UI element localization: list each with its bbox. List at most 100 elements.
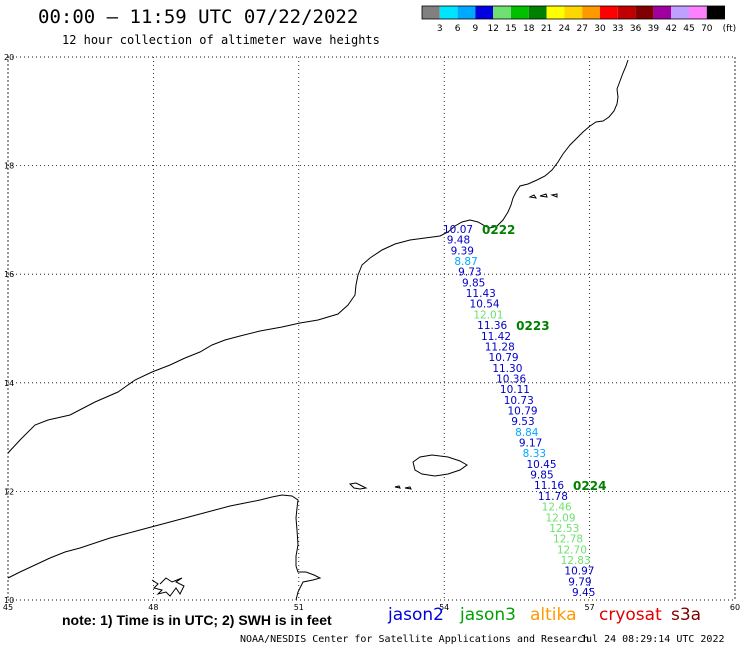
- swh-value: 12.83: [561, 555, 591, 567]
- swh-value: 9.85: [462, 277, 485, 289]
- lon-tick-label: 45: [3, 603, 13, 612]
- legend-tick-label: 30: [594, 24, 606, 34]
- timestamp-text: Jul 24 08:29:14 UTC 2022: [580, 634, 725, 645]
- swh-value: 9.39: [451, 245, 474, 257]
- legend-swatch: [528, 6, 547, 19]
- swh-value: 9.73: [458, 267, 481, 279]
- map-frame: [7, 56, 736, 601]
- swh-value: 9.48: [447, 235, 470, 247]
- coastline-arabia: [7, 59, 629, 454]
- legend-tick-label: 3: [437, 24, 443, 34]
- swh-value: 11.28: [485, 341, 515, 353]
- color-legend: 3 6 9 12 15 18 21 24 27 30 33 36 39 42 45 70 (ft): [421, 5, 737, 34]
- track-time-label: 0222: [482, 223, 515, 237]
- socotra-island: [412, 454, 468, 477]
- swh-value: 10.45: [526, 459, 556, 471]
- legend-tick-label: 33: [612, 24, 623, 34]
- legend-tick-label: 45: [683, 24, 694, 34]
- lon-tick-label: 48: [148, 603, 158, 612]
- track-time-label: 0223: [516, 319, 549, 333]
- axis-labels: 45 48 51 54 57 60 20 18 16 14 12 10: [3, 53, 740, 612]
- legend-swatch: [493, 6, 511, 19]
- islet-1: [394, 485, 401, 489]
- legend-swatch: [635, 6, 654, 19]
- lat-tick-label: 14: [4, 379, 14, 388]
- lon-tick-label: 51: [294, 603, 304, 612]
- track-time-label: 0224: [573, 479, 606, 493]
- legend-swatch: [546, 6, 565, 19]
- swh-value: 11.43: [466, 288, 496, 300]
- kuria-muria-islands: [528, 193, 558, 199]
- lat-tick-label: 10: [4, 596, 14, 605]
- legend-tick-label: 39: [648, 24, 660, 34]
- swh-value: 10.11: [500, 384, 530, 396]
- legend-tick-label: 21: [541, 24, 552, 34]
- swh-value: 10.97: [564, 566, 594, 578]
- swh-value: 12.70: [557, 544, 587, 556]
- sat-label-s3a: s3a: [671, 605, 702, 625]
- legend-tick-label: 18: [523, 24, 535, 34]
- coastline: [7, 59, 629, 601]
- page-subtitle: 12 hour collection of altimeter wave hei…: [62, 33, 380, 47]
- grid-lines: [7, 56, 736, 601]
- legend-tick-label: 6: [455, 24, 461, 34]
- somali-coast-scribble: [151, 577, 185, 597]
- swh-value: 9.53: [511, 416, 534, 428]
- note-text: note: 1) Time is in UTC; 2) SWH is in fe…: [62, 612, 332, 628]
- legend-swatch: [582, 6, 600, 19]
- swh-value: 8.84: [515, 427, 539, 439]
- legend-swatch: [706, 6, 725, 19]
- abd-al-kuri-island: [348, 482, 368, 490]
- legend-swatch: [457, 6, 476, 19]
- sat-label-jason2: jason2: [388, 605, 444, 625]
- swh-value: 12.53: [549, 523, 579, 535]
- lon-tick-label: 60: [730, 603, 740, 612]
- swh-value: 11.16: [534, 480, 564, 492]
- legend-swatch: [564, 6, 583, 19]
- lat-tick-label: 20: [4, 53, 14, 62]
- swh-value: 12.46: [542, 502, 572, 514]
- lat-tick-label: 12: [4, 487, 14, 496]
- swh-value: 11.30: [492, 363, 522, 375]
- swh-value: 8.87: [454, 256, 477, 268]
- legend-swatch: [600, 6, 618, 19]
- legend-swatch: [653, 6, 672, 19]
- legend-swatch: [689, 6, 707, 19]
- legend-tick-label: 15: [505, 24, 516, 34]
- legend-tick-label: 24: [559, 24, 571, 34]
- legend-swatch: [475, 6, 494, 19]
- lon-tick-label: 54: [439, 603, 449, 612]
- legend-unit: (ft): [723, 24, 737, 34]
- swh-value: 10.79: [489, 352, 519, 364]
- legend-swatch: [439, 6, 458, 19]
- legend-frame: [421, 5, 726, 20]
- legend-tick-label: 27: [576, 24, 587, 34]
- swh-value: 8.33: [523, 448, 546, 460]
- legend-swatch: [671, 6, 689, 19]
- legend-tick-label: 42: [665, 24, 676, 34]
- swh-value: 10.36: [496, 373, 526, 385]
- swh-value: 10.54: [470, 299, 500, 311]
- legend-swatch: [422, 6, 440, 19]
- altimeter-track: 10.079.489.398.879.739.8511.4310.5412.01…: [443, 223, 606, 599]
- sat-label-cryosat: cryosat: [599, 605, 662, 625]
- coastline-somalia: [7, 494, 322, 601]
- lat-tick-label: 18: [4, 162, 14, 171]
- swh-value: 11.78: [538, 491, 568, 503]
- swh-value: 12.78: [553, 534, 583, 546]
- legend-tick-label: 9: [473, 24, 479, 34]
- swh-value: 9.79: [568, 576, 591, 588]
- credit-text: NOAA/NESDIS Center for Satellite Applica…: [240, 634, 590, 645]
- islet-2: [404, 486, 412, 490]
- swh-value: 11.42: [481, 331, 511, 343]
- sat-label-altika: altika: [530, 605, 577, 625]
- swh-value: 9.17: [519, 438, 542, 450]
- swh-value: 12.01: [473, 309, 503, 321]
- sat-label-jason3: jason3: [460, 605, 516, 625]
- legend-swatch: [511, 6, 529, 19]
- swh-value: 9.85: [530, 470, 553, 482]
- swh-value: 9.45: [572, 587, 595, 599]
- legend-tick-label: 36: [630, 24, 642, 34]
